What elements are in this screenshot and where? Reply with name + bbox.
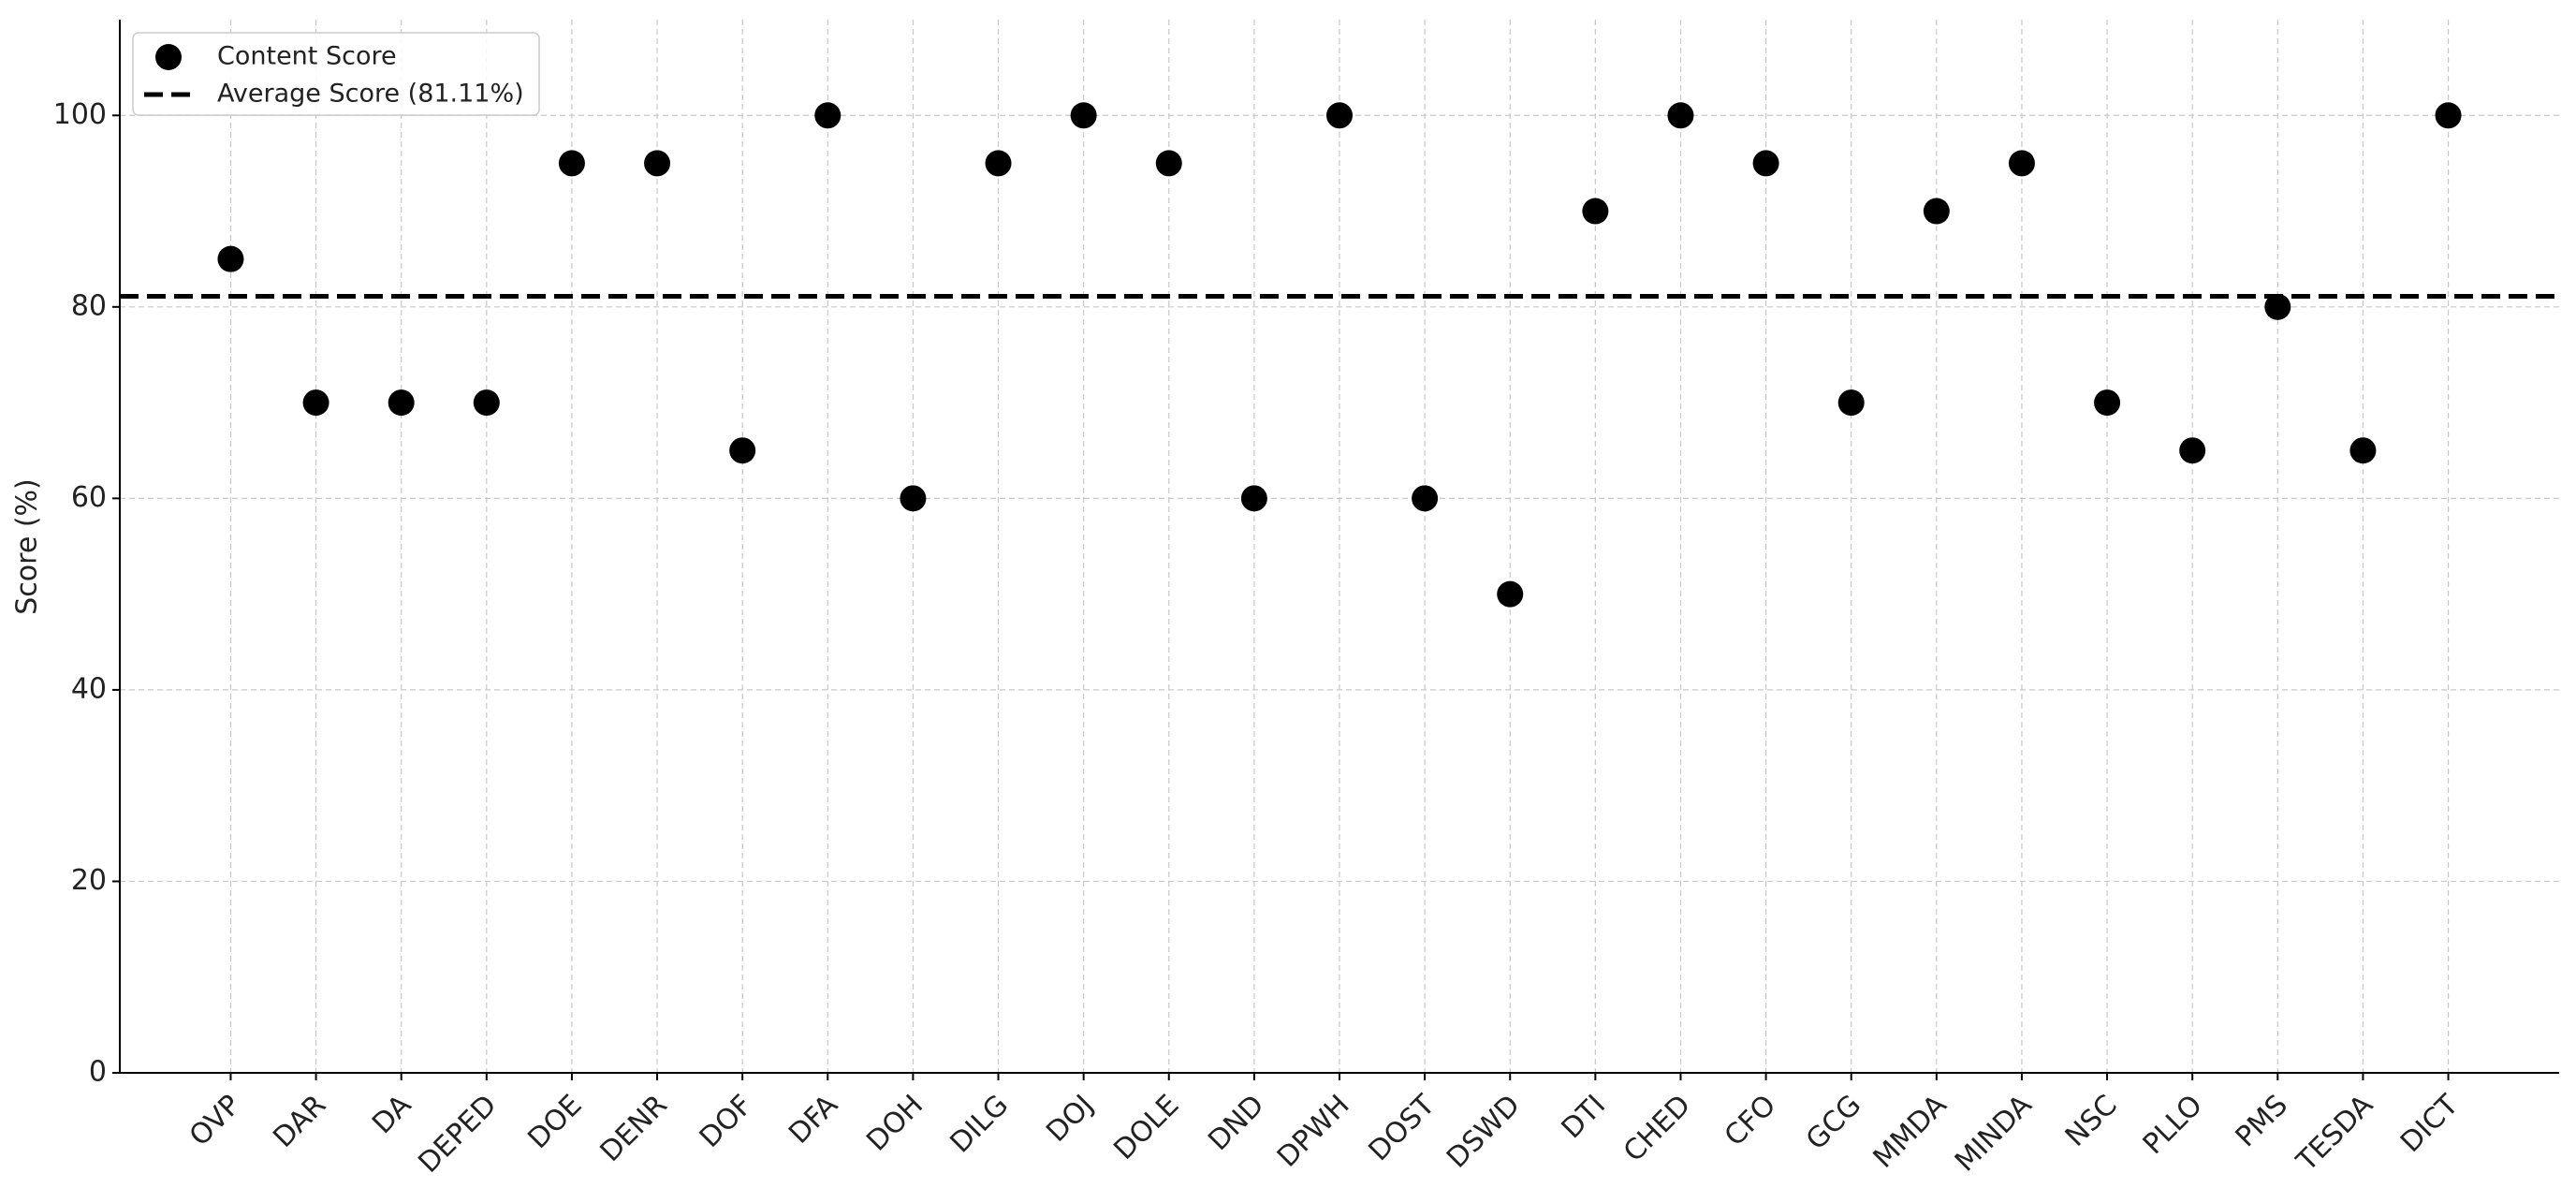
legend-marker — [155, 44, 182, 70]
point — [2179, 437, 2206, 464]
point — [2264, 293, 2291, 320]
point — [473, 389, 500, 417]
x-tick-label: DOE — [521, 1089, 588, 1155]
point — [558, 150, 585, 177]
point — [1497, 580, 1524, 608]
x-tick-label: PMS — [2230, 1089, 2294, 1153]
x-tick-label: DFA — [783, 1089, 844, 1151]
point — [2094, 389, 2121, 417]
x-tick-label: DAR — [267, 1089, 332, 1154]
x-tick-label: DOH — [860, 1089, 929, 1158]
point — [1070, 102, 1097, 129]
point — [2349, 437, 2377, 464]
x-tick-label: OVP — [183, 1089, 247, 1152]
x-tick-label: DOST — [1363, 1088, 1442, 1167]
point — [1155, 150, 1182, 177]
x-tick-label: CFO — [1719, 1089, 1782, 1152]
x-tick-label: DILG — [944, 1089, 1016, 1160]
x-tick-label: CHED — [1617, 1089, 1697, 1168]
x-tick-label: DPWH — [1271, 1089, 1356, 1174]
y-tick-label: 80 — [71, 289, 107, 322]
point — [217, 245, 244, 272]
point — [388, 389, 415, 417]
point — [302, 389, 329, 417]
point — [729, 437, 756, 464]
point — [1240, 485, 1267, 512]
y-tick-label: 0 — [89, 1056, 107, 1089]
x-tick-label: DICT — [2394, 1088, 2466, 1159]
legend-label: Content Score — [217, 42, 397, 71]
point — [2435, 102, 2462, 129]
x-tick-label: PLLO — [2137, 1089, 2209, 1161]
y-tick-label: 20 — [71, 864, 107, 897]
legend-box — [132, 32, 540, 116]
legend-label: Average Score (81.11%) — [217, 80, 524, 109]
x-tick-label: TESDA — [2290, 1089, 2379, 1179]
x-tick-label: MMDA — [1867, 1089, 1954, 1175]
point — [1837, 389, 1865, 417]
x-tick-label: DND — [1202, 1089, 1270, 1157]
x-tick-label: GCG — [1800, 1089, 1867, 1156]
point — [1412, 485, 1439, 512]
x-tick-label: DOF — [694, 1089, 759, 1154]
legend: Content Score Average Score (81.11%) — [132, 32, 540, 116]
point — [1667, 102, 1694, 129]
x-tick-label: DENR — [594, 1089, 674, 1168]
x-tick-label: DOJ — [1040, 1089, 1100, 1149]
point — [1582, 198, 1609, 225]
x-tick-label: DA — [366, 1089, 418, 1141]
point — [814, 102, 842, 129]
point — [1326, 102, 1353, 129]
point — [644, 150, 671, 177]
y-axis-label: Score (%) — [11, 478, 44, 614]
point — [900, 485, 927, 512]
y-tick-label: 60 — [71, 481, 107, 514]
point — [985, 150, 1012, 177]
y-tick-label: 100 — [53, 98, 107, 131]
x-tick-label: NSC — [2059, 1089, 2124, 1153]
x-tick-label: DEPED — [412, 1089, 503, 1180]
point — [1923, 198, 1950, 225]
point — [2008, 150, 2035, 177]
x-tick-label: DOLE — [1107, 1089, 1185, 1166]
y-tick-label: 40 — [71, 672, 107, 705]
x-tick-label: DSWD — [1441, 1089, 1527, 1175]
x-tick-label: MINDA — [1949, 1089, 2039, 1179]
point — [1752, 150, 1779, 177]
x-tick-label: DTI — [1556, 1089, 1612, 1145]
